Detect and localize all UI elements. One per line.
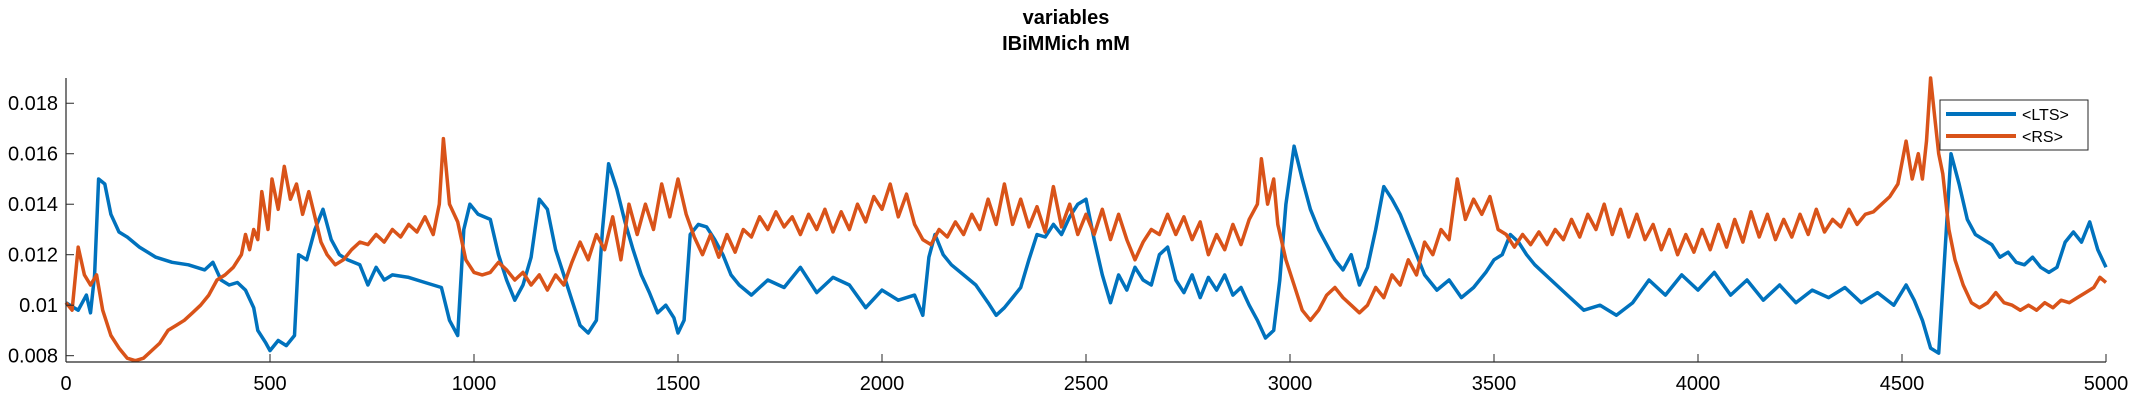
legend: <LTS> <RS> xyxy=(1939,99,2089,151)
x-tick-label: 3500 xyxy=(1472,373,1517,395)
legend-lts-label: <LTS> xyxy=(2022,107,2069,124)
y-tick-label: 0.012 xyxy=(8,245,58,267)
x-tick-label: 0 xyxy=(60,373,71,395)
plot-area xyxy=(64,76,2108,363)
x-tick-label: 4000 xyxy=(1676,373,1721,395)
x-tick-label: 500 xyxy=(253,373,286,395)
x-tick-label: 2500 xyxy=(1064,373,1109,395)
x-ticks: 0 500 1000 1500 2000 2500 3000 3500 4000 4500 5000 xyxy=(60,354,2128,395)
x-tick-label: 5000 xyxy=(2084,373,2129,395)
x-tick-label: 1500 xyxy=(656,373,701,395)
x-tick-label: 4500 xyxy=(1880,373,1925,395)
x-tick-label: 1000 xyxy=(452,373,497,395)
y-tick-label: 0.014 xyxy=(8,194,58,216)
series-line-rs xyxy=(64,76,2108,363)
x-tick-label: 2000 xyxy=(860,373,905,395)
y-tick-label: 0.018 xyxy=(8,93,58,115)
y-tick-label: 0.016 xyxy=(8,144,58,166)
y-tick-label: 0.008 xyxy=(8,346,58,368)
y-ticks: 0.008 0.01 0.012 0.014 0.016 0.018 xyxy=(8,93,74,368)
chart-title: variables xyxy=(1023,7,1110,29)
x-tick-label: 3000 xyxy=(1268,373,1313,395)
legend-rs-label: <RS> xyxy=(2022,129,2063,146)
series-line-lts xyxy=(65,144,2108,355)
legend-box xyxy=(1939,99,2089,151)
y-tick-label: 0.01 xyxy=(19,295,58,317)
chart-subtitle: IBiMMich mM xyxy=(1002,33,1130,55)
axes xyxy=(65,78,2106,363)
